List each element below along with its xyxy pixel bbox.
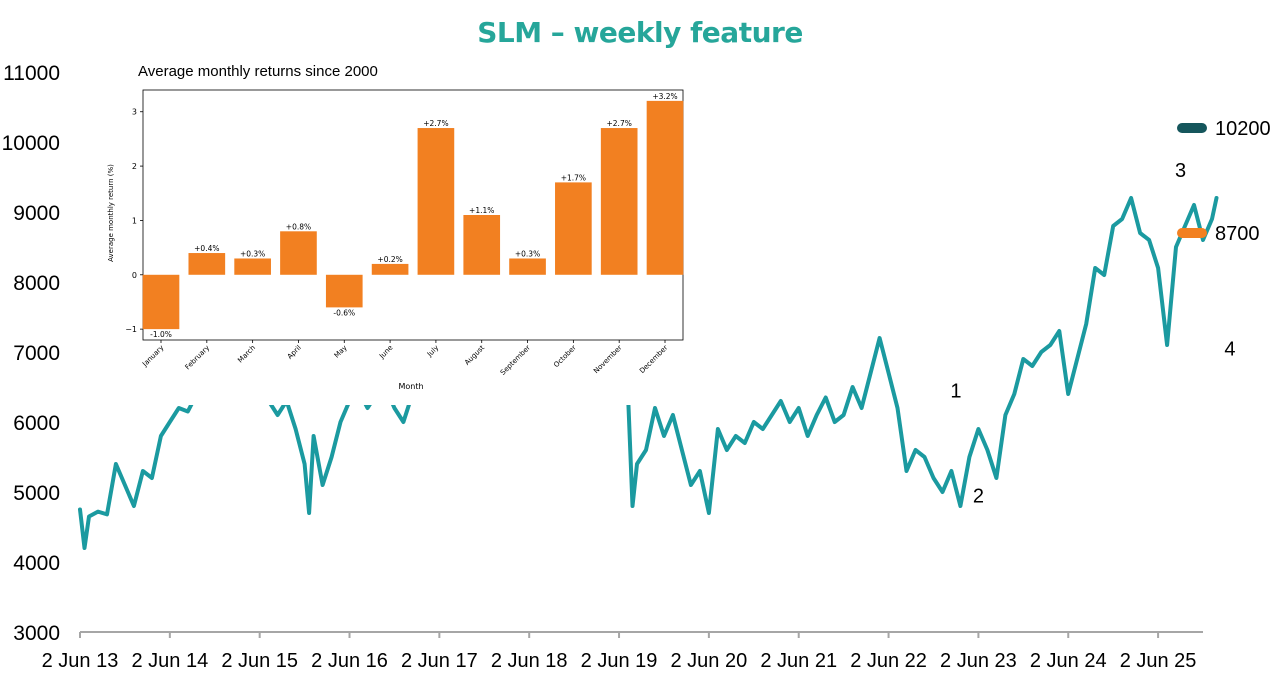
y-tick-label: 8000 [13,272,60,295]
inset-bar [555,182,592,275]
inset-y-tick-label: −1 [125,325,137,334]
y-tick-label: 10000 [2,132,60,155]
inset-bar-data-label: -0.6% [333,308,355,317]
y-tick-label: 3000 [13,622,60,645]
inset-xlabel: Month [398,382,423,391]
price-marker-label: 10200 [1215,118,1271,140]
x-tick-label: 2 Jun 14 [131,650,208,672]
inset-y-tick-label: 2 [132,162,137,171]
inset-bar [509,258,546,275]
inset-y-tick-label: 1 [132,216,137,225]
inset-bar [600,128,638,275]
inset-bar-data-label: +1.1% [469,206,494,215]
inset-ylabel: Average monthly return (%) [107,164,115,262]
x-tick-label: 2 Jun 23 [940,650,1017,672]
x-tick-label: 2 Jun 22 [850,650,927,672]
inset-bar-chart: Average monthly returns since 2000 Month… [107,63,688,405]
inset-bar [142,274,180,330]
inset-bar [234,258,271,275]
inset-bar [280,231,317,275]
x-tick-label: 2 Jun 21 [760,650,837,672]
inset-bar-data-label: -1.0% [150,330,172,339]
y-tick-label: 9000 [13,202,60,225]
inset-bar-data-label: +0.3% [240,249,265,258]
wave-label: 2 [973,486,984,508]
x-tick-label: 2 Jun 19 [581,650,658,672]
y-tick-label: 7000 [13,342,60,365]
inset-y-tick-label: 3 [132,108,137,117]
price-markers: 10200 8700 [1177,118,1271,245]
inset-bar [325,274,363,308]
x-tick-label: 2 Jun 18 [491,650,568,672]
inset-bar-data-label: +1.7% [561,173,586,182]
y-tick-label: 11000 [3,62,60,85]
x-tick-label: 2 Jun 17 [401,650,478,672]
chart-title: SLM – weekly feature [477,16,803,49]
inset-bar [646,100,684,275]
inset-bar [417,128,455,275]
x-tick-label: 2 Jun 15 [221,650,298,672]
price-line [78,196,1219,550]
inset-bar-data-label: +2.7% [607,119,632,128]
y-tick-label: 5000 [13,482,60,505]
wave-labels: 12345? [950,160,1235,508]
inset-bar-data-label: +0.8% [286,222,311,231]
price-marker-label: 8700 [1215,223,1260,245]
inset-bar-data-label: +3.2% [652,92,677,101]
inset-bar-data-label: +0.3% [515,249,540,258]
y-tick-label: 4000 [13,552,60,575]
price-series [78,196,1219,550]
x-tick-label: 2 Jun 16 [311,650,388,672]
inset-bar-data-label: +0.4% [194,244,219,253]
wave-label: 3 [1175,160,1186,182]
inset-y-tick-label: 0 [132,271,137,280]
wave-label: 1 [950,381,961,403]
main-axes: 2 Jun 13 2 Jun 14 2 Jun 15 2 Jun 16 2 Jun 17… [2,62,1203,672]
wave-label: 4 [1224,339,1235,361]
inset-bar [463,215,501,275]
y-tick-label: 6000 [13,412,60,435]
x-tick-label: 2 Jun 20 [671,650,748,672]
inset-bar-data-label: +0.2% [377,255,402,264]
inset-bar [188,253,226,275]
x-tick-label: 2 Jun 25 [1120,650,1197,672]
inset-bar [371,263,409,275]
inset-title: Average monthly returns since 2000 [138,63,378,80]
inset-background [138,85,688,405]
inset-bars: -1.0% +0.4% +0.3% +0.8% -0.6% +0.2% +2.7% +1.1%… [142,92,684,339]
inset-bar-data-label: +2.7% [423,119,448,128]
x-tick-label: 2 Jun 24 [1030,650,1107,672]
x-tick-label: 2 Jun 13 [42,650,119,672]
